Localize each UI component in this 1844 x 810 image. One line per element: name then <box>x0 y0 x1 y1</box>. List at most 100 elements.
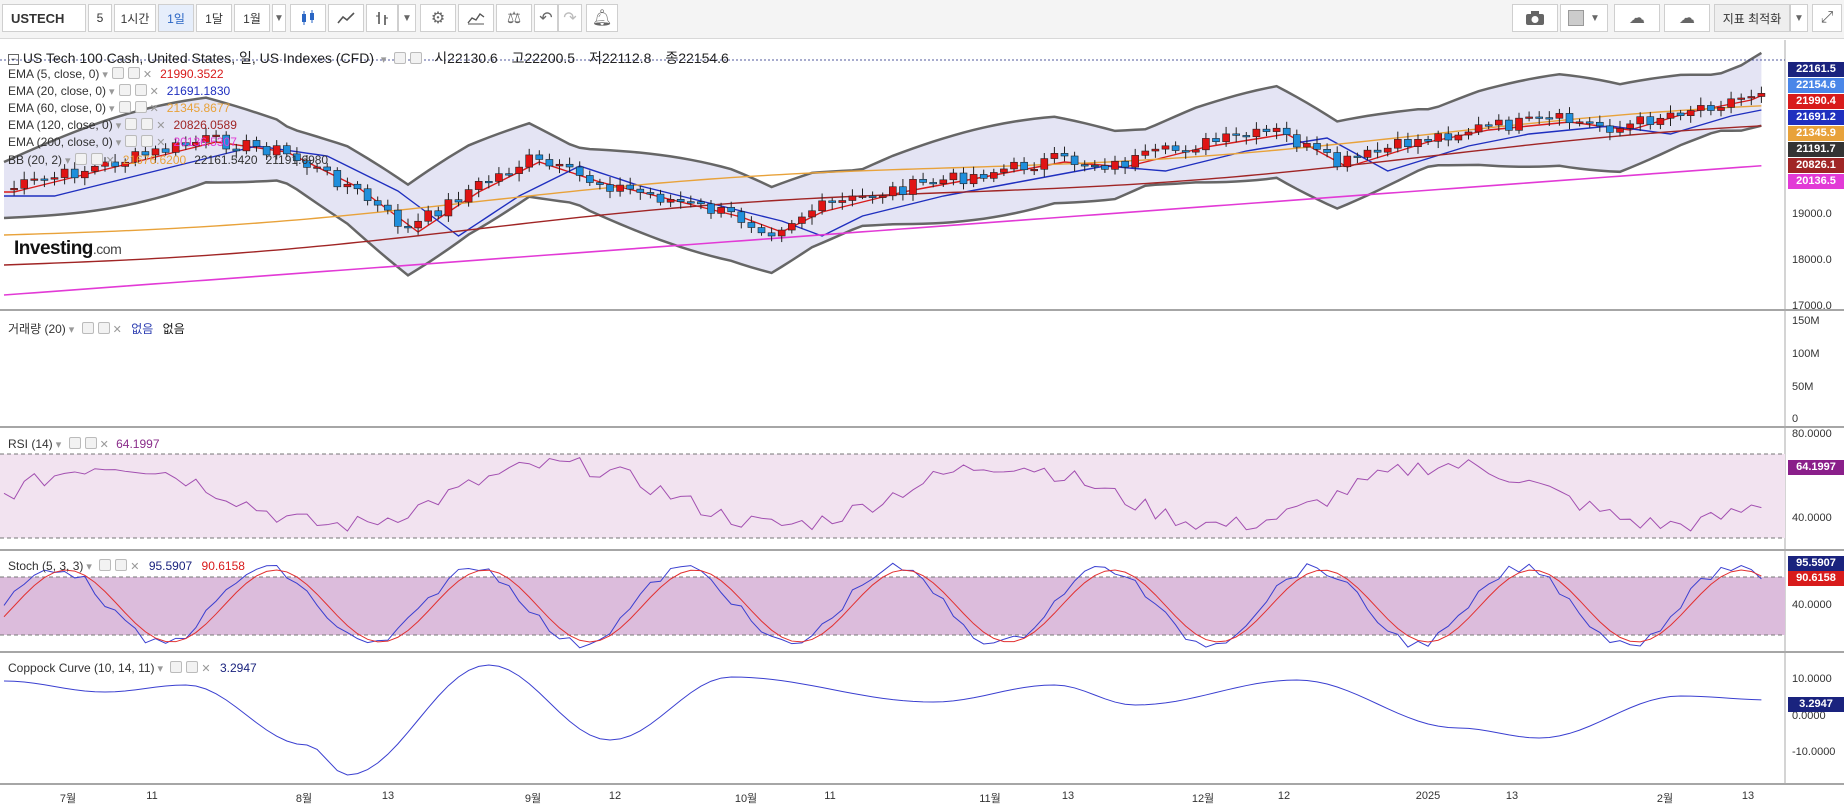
coppock-line <box>3 664 1762 776</box>
low-label: 저 <box>588 50 602 66</box>
interval-1w[interactable]: 1달 <box>196 4 232 32</box>
symbol-input[interactable]: USTECH <box>2 4 86 32</box>
axis-tick-label: -10.0000 <box>1792 746 1836 758</box>
candle-body <box>939 179 948 185</box>
camera-icon[interactable] <box>1512 4 1558 32</box>
visibility-icon[interactable] <box>115 559 128 571</box>
close-icon[interactable]: ✕ <box>156 137 166 149</box>
collapse-icon[interactable]: − <box>8 54 19 65</box>
candle-body <box>222 134 230 150</box>
chevron-down-icon[interactable]: ▾ <box>157 663 164 675</box>
interval-1mo[interactable]: 1월 <box>234 4 270 32</box>
interval-1h[interactable]: 1시간 <box>114 4 156 32</box>
cloud-download-icon[interactable]: ☁ <box>1614 4 1660 32</box>
close-icon[interactable]: ✕ <box>112 324 122 336</box>
title-dropdown-icon[interactable]: ▾ <box>380 54 387 66</box>
visibility-icon[interactable] <box>84 437 97 449</box>
close-icon[interactable]: ✕ <box>149 86 159 98</box>
visibility-icon[interactable] <box>141 135 154 147</box>
chevron-down-icon[interactable]: ▾ <box>109 86 115 98</box>
visibility-icon[interactable] <box>134 84 147 96</box>
chevron-down-icon[interactable]: ▾ <box>102 69 108 81</box>
settings-icon[interactable] <box>118 101 131 113</box>
candle-body <box>1505 119 1513 131</box>
settings-icon[interactable] <box>125 135 138 147</box>
settings-icon[interactable] <box>74 153 87 165</box>
visibility-icon[interactable] <box>410 52 423 64</box>
candle-body <box>1666 112 1675 119</box>
settings-icon[interactable] <box>99 559 112 571</box>
candle-body <box>989 172 998 179</box>
chevron-down-icon[interactable]: ▾ <box>115 137 122 149</box>
candle-body <box>1313 143 1321 150</box>
close-icon[interactable]: ✕ <box>130 561 140 573</box>
chevron-down-icon[interactable]: ▾ <box>109 103 115 115</box>
visibility-icon[interactable] <box>186 661 199 673</box>
chevron-down-icon[interactable]: ▾ <box>55 439 62 451</box>
chevron-down-icon[interactable]: ▾ <box>68 324 75 336</box>
settings-icon[interactable] <box>111 67 124 79</box>
settings-icon[interactable] <box>81 322 94 334</box>
close-icon[interactable]: ✕ <box>156 120 166 132</box>
candle-body <box>91 165 99 172</box>
cloud-upload-icon[interactable]: ☁ <box>1664 4 1710 32</box>
candle-body <box>606 184 614 192</box>
settings-icon[interactable] <box>118 84 131 96</box>
bar-chart-type-icon[interactable] <box>366 4 398 32</box>
high-value: 22200.5 <box>524 50 576 66</box>
settings-icon[interactable] <box>170 661 183 673</box>
settings-icon[interactable] <box>394 52 407 64</box>
chevron-down-icon[interactable]: ▾ <box>65 155 71 167</box>
visibility-icon[interactable] <box>90 153 103 165</box>
chevron-down-icon[interactable]: ▾ <box>86 561 92 573</box>
optimize-dropdown-icon[interactable]: ▼ <box>1790 4 1808 32</box>
stoch-d-value: 90.6158 <box>201 559 245 573</box>
chart-area[interactable] <box>0 40 1844 810</box>
candlestick-icon[interactable] <box>290 4 326 32</box>
settings-icon[interactable] <box>125 118 138 130</box>
redo-icon[interactable]: ↷ <box>558 4 582 32</box>
volume-value-1: 없음 <box>131 322 154 336</box>
candle-body <box>575 166 584 176</box>
candle-body <box>1606 125 1614 133</box>
line-chart-icon[interactable] <box>328 4 364 32</box>
candle-body <box>1434 133 1442 142</box>
candle-body <box>646 192 655 195</box>
chart-type-dropdown-icon[interactable]: ▼ <box>398 4 416 32</box>
indicator-optimize-button[interactable]: 지표 최적화 <box>1714 4 1790 32</box>
candle-body <box>979 174 988 179</box>
visibility-icon[interactable] <box>134 101 147 113</box>
close-icon[interactable]: ✕ <box>149 103 159 115</box>
close-icon[interactable]: ✕ <box>99 439 109 451</box>
undo-icon[interactable]: ↶ <box>534 4 558 32</box>
close-icon[interactable]: ✕ <box>105 155 115 167</box>
candle-body <box>585 175 594 183</box>
rsi-legend: RSI (14) ▾ ✕ 64.1997 <box>8 437 160 451</box>
visibility-icon[interactable] <box>127 67 140 79</box>
interval-5m[interactable]: 5 <box>88 4 112 32</box>
fullscreen-icon[interactable]: ⤢ <box>1812 4 1842 32</box>
chart-color-picker[interactable]: ▼ <box>1560 4 1608 32</box>
interval-1d[interactable]: 1일 <box>158 4 194 32</box>
settings-icon[interactable] <box>68 437 81 449</box>
visibility-icon[interactable] <box>141 118 154 130</box>
candle-body <box>767 232 776 237</box>
chevron-down-icon[interactable]: ▾ <box>115 120 122 132</box>
close-icon[interactable]: ✕ <box>142 69 153 81</box>
candle-body <box>1303 143 1311 148</box>
indicators-icon[interactable] <box>458 4 494 32</box>
alert-bell-icon[interactable]: 🔔︎ <box>586 4 618 32</box>
interval-dropdown-icon[interactable]: ▼ <box>272 4 286 32</box>
compare-scale-icon[interactable]: ⚖ <box>496 4 532 32</box>
candle-body <box>1676 112 1685 116</box>
visibility-icon[interactable] <box>97 322 110 334</box>
candle-body <box>636 188 645 193</box>
coppock-legend: Coppock Curve (10, 14, 11) ▾ ✕ 3.2947 <box>8 661 257 675</box>
axis-tick-label: 50M <box>1792 381 1814 393</box>
candle-body <box>353 183 362 190</box>
volume-value-2: 없음 <box>162 322 185 336</box>
gear-icon[interactable]: ⚙ <box>420 4 456 32</box>
candle-body <box>1757 93 1766 97</box>
close-icon[interactable]: ✕ <box>201 663 211 675</box>
candle-body <box>899 186 907 195</box>
